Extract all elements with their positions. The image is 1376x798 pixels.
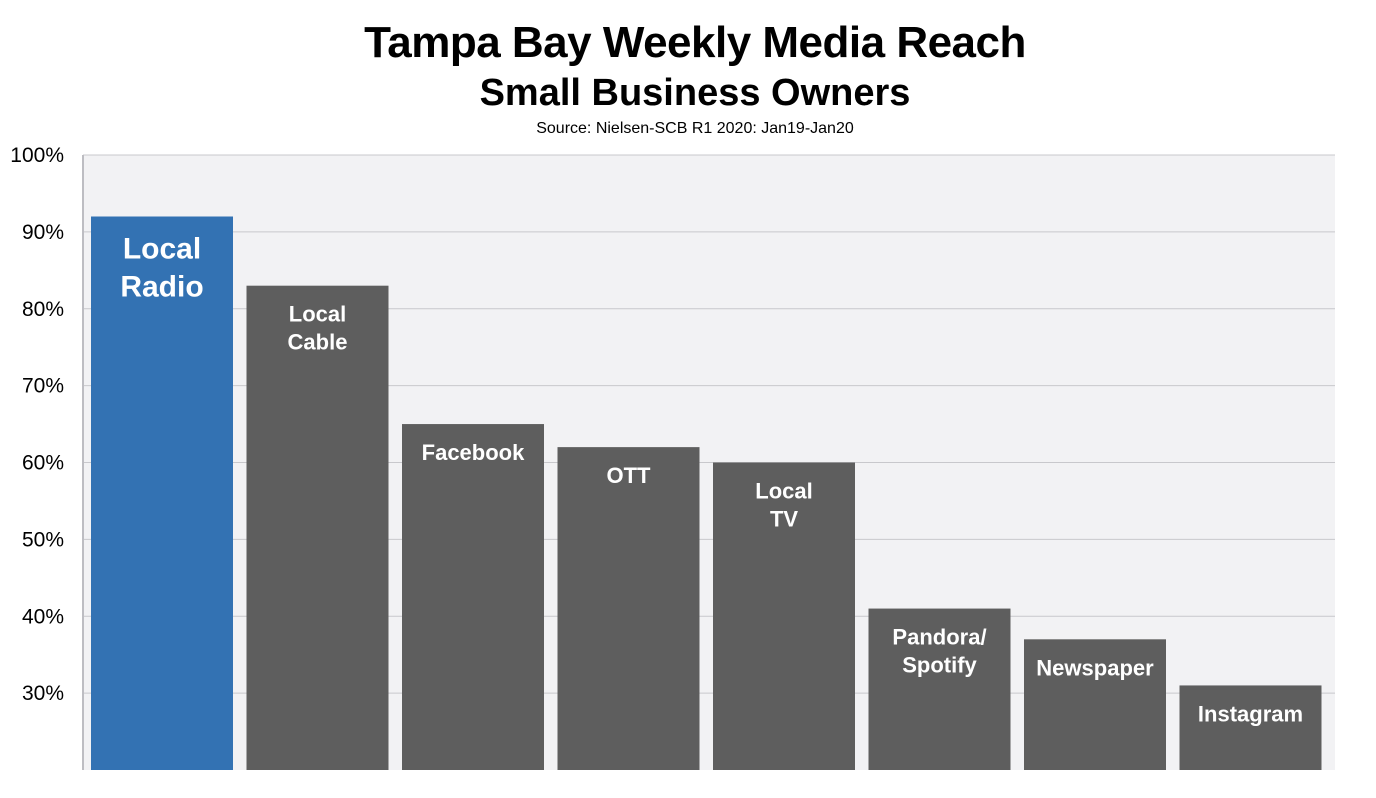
bar-label-line: OTT xyxy=(607,463,652,488)
bar-label: Local Cable xyxy=(288,302,348,355)
bar xyxy=(246,285,389,770)
bar-label: Local TV xyxy=(755,479,812,532)
bar xyxy=(1179,685,1322,770)
y-tick-label: 40% xyxy=(22,605,64,628)
bar-label-line: Local xyxy=(755,479,812,504)
bar xyxy=(1024,639,1166,770)
y-tick-label: 60% xyxy=(22,452,64,475)
bar-label-line: Facebook xyxy=(422,440,525,465)
bar-label: Pandora/Spotify xyxy=(892,625,986,678)
bar-label: Instagram xyxy=(1198,701,1303,726)
bar-label-line: Radio xyxy=(120,271,203,304)
y-tick-label: 30% xyxy=(22,682,64,705)
bar-label-line: Cable xyxy=(288,330,348,355)
bar-label-line: Instagram xyxy=(1198,701,1303,726)
bar-label-line: TV xyxy=(770,507,798,532)
bar-label-line: Newspaper xyxy=(1036,655,1154,680)
y-tick-label: 90% xyxy=(22,221,64,244)
bar-label-line: Local xyxy=(289,302,346,327)
bar xyxy=(868,608,1011,770)
chart-title: Tampa Bay Weekly Media Reach xyxy=(364,18,1026,67)
y-tick-label: 70% xyxy=(22,375,64,398)
y-tick-label: 50% xyxy=(22,528,64,551)
bar-label: Newspaper xyxy=(1036,655,1154,680)
y-tick-label: 80% xyxy=(22,298,64,321)
bar-label-line: Local xyxy=(123,233,201,266)
bar-label: Facebook xyxy=(422,440,525,465)
chart-subtitle: Small Business Owners xyxy=(479,72,911,114)
y-tick-label: 100% xyxy=(10,144,64,167)
bar-label: OTT xyxy=(607,463,652,488)
bar xyxy=(402,424,544,770)
chart-source: Source: Nielsen-SCB R1 2020: Jan19-Jan20 xyxy=(536,120,854,137)
bar-label-line: Pandora/ xyxy=(892,625,986,650)
bar-label: Local Radio xyxy=(120,233,203,304)
bar xyxy=(713,462,855,770)
bar xyxy=(91,216,233,770)
bar-label-line: Spotify xyxy=(902,653,977,678)
bar xyxy=(557,447,700,770)
